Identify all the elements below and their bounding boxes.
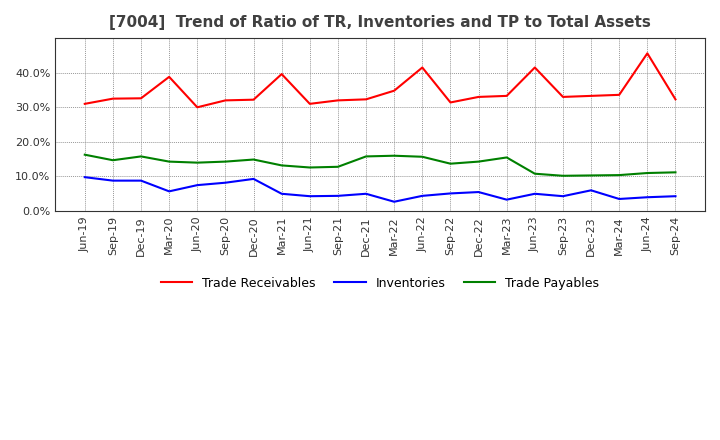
Inventories xyxy=(277,191,286,196)
Trade Payables xyxy=(221,159,230,164)
Line: Trade Receivables: Trade Receivables xyxy=(85,53,675,107)
Trade Payables xyxy=(277,163,286,168)
Trade Receivables xyxy=(503,93,511,99)
Trade Receivables xyxy=(390,88,398,93)
Trade Payables xyxy=(446,161,455,166)
Trade Receivables xyxy=(81,101,89,106)
Trade Payables xyxy=(531,171,539,176)
Inventories xyxy=(109,178,117,183)
Trade Payables xyxy=(109,158,117,163)
Trade Payables xyxy=(390,153,398,158)
Inventories xyxy=(559,194,567,199)
Inventories xyxy=(81,175,89,180)
Trade Payables xyxy=(587,173,595,178)
Trade Payables xyxy=(615,172,624,178)
Trade Receivables xyxy=(418,65,427,70)
Trade Receivables xyxy=(249,97,258,103)
Inventories xyxy=(333,193,342,198)
Trade Receivables xyxy=(165,74,174,80)
Inventories xyxy=(671,194,680,199)
Trade Receivables xyxy=(221,98,230,103)
Trade Receivables xyxy=(587,93,595,99)
Inventories xyxy=(418,193,427,198)
Trade Receivables xyxy=(361,97,370,102)
Trade Receivables xyxy=(305,101,314,106)
Trade Payables xyxy=(503,155,511,160)
Inventories xyxy=(643,194,652,200)
Trade Payables xyxy=(165,159,174,164)
Trade Payables xyxy=(671,170,680,175)
Trade Payables xyxy=(559,173,567,179)
Inventories xyxy=(531,191,539,196)
Trade Receivables xyxy=(277,71,286,77)
Trade Receivables xyxy=(559,94,567,99)
Trade Receivables xyxy=(193,105,202,110)
Trade Payables xyxy=(333,164,342,169)
Trade Payables xyxy=(137,154,145,159)
Inventories xyxy=(474,189,483,194)
Inventories xyxy=(165,189,174,194)
Trade Payables xyxy=(418,154,427,159)
Trade Payables xyxy=(81,152,89,158)
Trade Payables xyxy=(249,157,258,162)
Inventories xyxy=(137,178,145,183)
Trade Receivables xyxy=(137,95,145,101)
Trade Receivables xyxy=(109,96,117,101)
Trade Receivables xyxy=(643,51,652,56)
Inventories xyxy=(503,197,511,202)
Trade Receivables xyxy=(531,65,539,70)
Trade Receivables xyxy=(615,92,624,98)
Legend: Trade Receivables, Inventories, Trade Payables: Trade Receivables, Inventories, Trade Pa… xyxy=(156,272,604,295)
Title: [7004]  Trend of Ratio of TR, Inventories and TP to Total Assets: [7004] Trend of Ratio of TR, Inventories… xyxy=(109,15,651,30)
Inventories xyxy=(390,199,398,204)
Inventories xyxy=(615,196,624,202)
Inventories xyxy=(587,188,595,193)
Trade Receivables xyxy=(333,98,342,103)
Inventories xyxy=(361,191,370,196)
Trade Receivables xyxy=(474,94,483,99)
Trade Receivables xyxy=(671,97,680,102)
Line: Inventories: Inventories xyxy=(85,177,675,202)
Trade Payables xyxy=(305,165,314,170)
Inventories xyxy=(221,180,230,185)
Trade Payables xyxy=(361,154,370,159)
Line: Trade Payables: Trade Payables xyxy=(85,155,675,176)
Trade Payables xyxy=(474,159,483,164)
Inventories xyxy=(446,191,455,196)
Trade Payables xyxy=(193,160,202,165)
Trade Receivables xyxy=(446,100,455,105)
Inventories xyxy=(249,176,258,182)
Trade Payables xyxy=(643,170,652,176)
Inventories xyxy=(305,194,314,199)
Inventories xyxy=(193,183,202,188)
